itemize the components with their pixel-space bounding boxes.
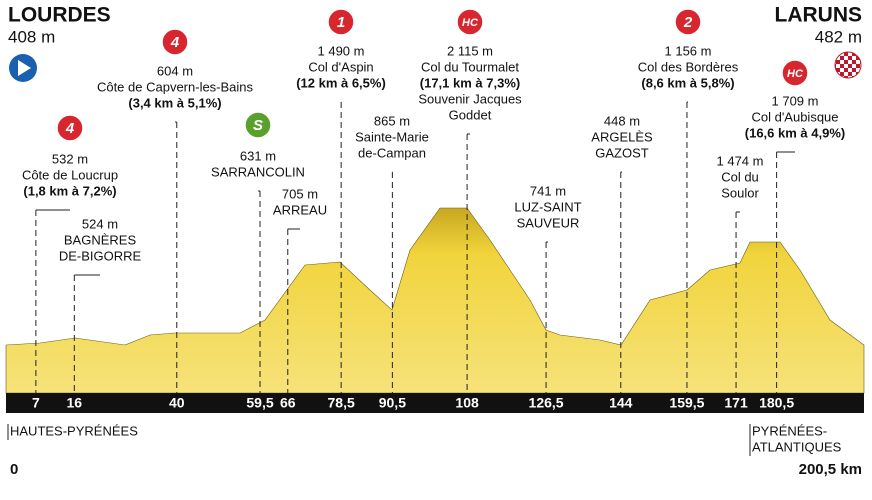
- finish-flag: [834, 51, 862, 79]
- annotation-line: de-Campan: [358, 145, 426, 160]
- start-km: 0: [10, 461, 18, 478]
- region-label: ATLANTIQUES: [752, 439, 842, 454]
- annotation-line: Côte de Loucrup: [22, 167, 118, 182]
- annotation-line: 865 m: [374, 113, 410, 128]
- profile-shape: [5, 207, 865, 394]
- km-label: 108: [455, 395, 479, 411]
- annotation-line: 741 m: [530, 183, 566, 198]
- annotation-line: Col du: [721, 169, 759, 184]
- annotation-line: SAUVEUR: [517, 215, 580, 230]
- annotation-line: (8,6 km à 5,8%): [641, 75, 734, 90]
- category-label: S: [253, 117, 263, 134]
- annotation-line: Col d'Aspin: [308, 59, 373, 74]
- category-badge: [327, 8, 355, 36]
- km-label: 126,5: [529, 395, 564, 411]
- km-label: 78,5: [328, 395, 355, 411]
- annotation-line: 1 474 m: [717, 153, 764, 168]
- km-label: 159,5: [669, 395, 704, 411]
- annotation-line: (17,1 km à 7,3%): [420, 75, 520, 90]
- annotation-line: Côte de Capvern-les-Bains: [97, 79, 254, 94]
- annotation-line: 524 m: [82, 216, 118, 231]
- km-label: 171: [724, 395, 748, 411]
- annotation-line: 604 m: [157, 63, 193, 78]
- category-badge: [56, 114, 84, 142]
- annotation-line: LUZ-SAINT: [514, 199, 581, 214]
- km-label: 59,5: [246, 395, 273, 411]
- annotation-line: 448 m: [604, 113, 640, 128]
- category-badge: [244, 111, 272, 139]
- annotation-line: 1 709 m: [772, 93, 819, 108]
- category-label: 4: [65, 120, 75, 137]
- annotation-line: ARREAU: [273, 202, 327, 217]
- category-label: 1: [337, 14, 345, 31]
- annotation-line: Col d'Aubisque: [751, 109, 838, 124]
- annotation-line: Col du Tourmalet: [421, 59, 519, 74]
- annotation-line: Goddet: [449, 107, 492, 122]
- category-label: 2: [683, 14, 693, 31]
- annotation-line: (3,4 km à 5,1%): [128, 95, 221, 110]
- annotation-line: 2 115 m: [447, 43, 493, 58]
- category-label: 4: [170, 34, 180, 51]
- annotation-line: (1,8 km à 7,2%): [23, 183, 116, 198]
- end-km: 200,5 km: [799, 461, 862, 478]
- km-label: 40: [169, 395, 185, 411]
- km-label: 16: [67, 395, 83, 411]
- annotation-line: (12 km à 6,5%): [296, 75, 386, 90]
- annotation-line: Soulor: [721, 185, 759, 200]
- km-label: 66: [280, 395, 296, 411]
- annotation-line: Souvenir Jacques: [418, 91, 522, 106]
- category-badge: [674, 8, 702, 36]
- finish-altitude: 482 m: [815, 27, 862, 46]
- annotation-line: (16,6 km à 4,9%): [745, 125, 845, 140]
- annotation-line: 705 m: [282, 186, 318, 201]
- start-arrow: [18, 60, 31, 76]
- km-bar: [6, 393, 864, 413]
- annotation-line: Col des Bordères: [638, 59, 739, 74]
- annotation-line: DE-BIGORRE: [59, 248, 142, 263]
- annotation-line: SARRANCOLIN: [211, 164, 305, 179]
- km-label: 7: [32, 395, 40, 411]
- category-badge: [161, 28, 189, 56]
- km-label: 144: [609, 395, 633, 411]
- start-altitude: 408 m: [8, 27, 55, 46]
- km-label: 90,5: [379, 395, 406, 411]
- category-badge: [781, 59, 809, 87]
- annotation-line: 631 m: [240, 148, 276, 163]
- annotation-line: 1 156 m: [665, 43, 712, 58]
- km-label: 180,5: [759, 395, 794, 411]
- category-label: HC: [462, 17, 479, 29]
- category-label: HC: [787, 68, 804, 80]
- category-badge: [456, 8, 484, 36]
- finish-name: LARUNS: [775, 4, 863, 27]
- annotation-line: BAGNÈRES: [64, 232, 137, 247]
- annotation-line: 1 490 m: [318, 43, 365, 58]
- region-label: PYRÉNÉES-: [752, 423, 827, 438]
- annotation-line: GAZOST: [595, 145, 649, 160]
- annotation-line: Sainte-Marie: [355, 129, 429, 144]
- annotation-line: 532 m: [52, 151, 88, 166]
- start-name: LOURDES: [8, 4, 111, 27]
- annotation-line: ARGELÈS: [591, 129, 653, 144]
- region-label: HAUTES-PYRÉNÉES: [10, 423, 138, 438]
